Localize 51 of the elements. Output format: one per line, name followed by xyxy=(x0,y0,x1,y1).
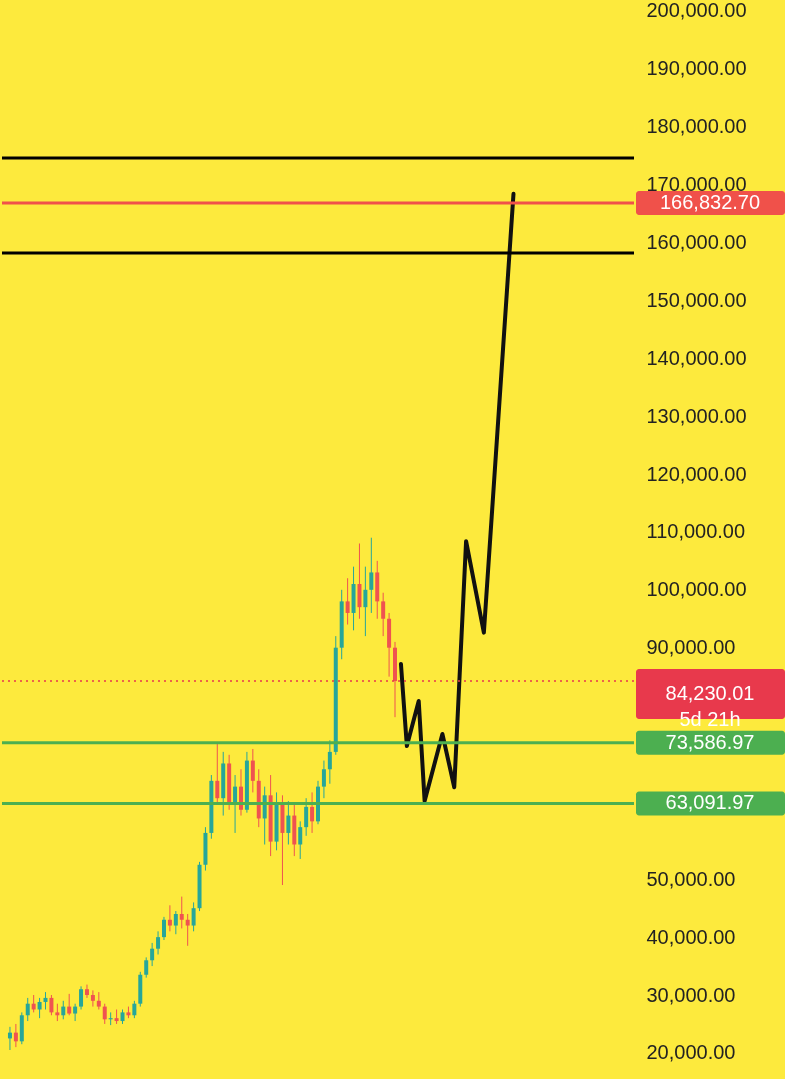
candlestick xyxy=(363,566,368,637)
ref-line-label: 73,586.97 xyxy=(665,730,755,753)
candlestick xyxy=(61,1000,66,1020)
candlestick xyxy=(49,994,54,1016)
candlestick xyxy=(67,993,72,1016)
line-series xyxy=(398,191,516,804)
candlestick xyxy=(37,997,42,1019)
y-tick-label: 200,000.00 xyxy=(646,0,747,22)
y-tick-label: 110,000.00 xyxy=(646,520,746,543)
y-tick-label: 20,000.00 xyxy=(646,1041,736,1064)
y-tick-label: 100,000.00 xyxy=(646,578,747,601)
y-tick-label: 50,000.00 xyxy=(646,867,736,890)
candlestick xyxy=(173,910,178,935)
candlestick xyxy=(304,797,309,837)
candlestick xyxy=(215,742,220,805)
candlestick xyxy=(179,896,184,929)
candlestick xyxy=(161,916,166,941)
candlestick xyxy=(345,577,350,626)
y-tick-label: 160,000.00 xyxy=(646,230,747,253)
candlestick xyxy=(310,791,315,834)
y-tick-label: 180,000.00 xyxy=(646,115,747,138)
candlestick xyxy=(150,942,155,967)
candlestick xyxy=(298,820,303,860)
candlestick xyxy=(73,1003,78,1022)
y-tick-label: 30,000.00 xyxy=(646,983,736,1006)
candlestick xyxy=(79,985,84,1010)
y-tick-label: 150,000.00 xyxy=(646,288,747,311)
candlestick xyxy=(13,1023,18,1048)
candlestick xyxy=(357,543,362,620)
candlestick xyxy=(286,800,291,846)
y-tick-label: 120,000.00 xyxy=(646,462,747,485)
candlestick xyxy=(369,537,374,614)
y-tick-label: 130,000.00 xyxy=(646,404,747,427)
candlestick xyxy=(102,1003,107,1025)
candlestick xyxy=(156,930,161,955)
y-tick-label: 140,000.00 xyxy=(646,346,747,369)
ref-line-label: 63,091.97 xyxy=(665,791,755,814)
candlestick xyxy=(321,760,326,799)
candlestick xyxy=(381,592,386,637)
y-tick-label: 190,000.00 xyxy=(646,57,747,80)
y-tick-label: 40,000.00 xyxy=(646,925,736,948)
candlestick xyxy=(250,748,255,793)
candlestick xyxy=(191,901,196,932)
candlestick xyxy=(185,913,190,947)
candlestick xyxy=(144,956,149,979)
candlestick xyxy=(25,997,30,1022)
y-tick-label: 90,000.00 xyxy=(646,636,736,659)
candlestick xyxy=(84,984,89,999)
candlestick xyxy=(327,739,332,785)
candlestick xyxy=(167,904,172,932)
candlestick xyxy=(90,989,95,1008)
